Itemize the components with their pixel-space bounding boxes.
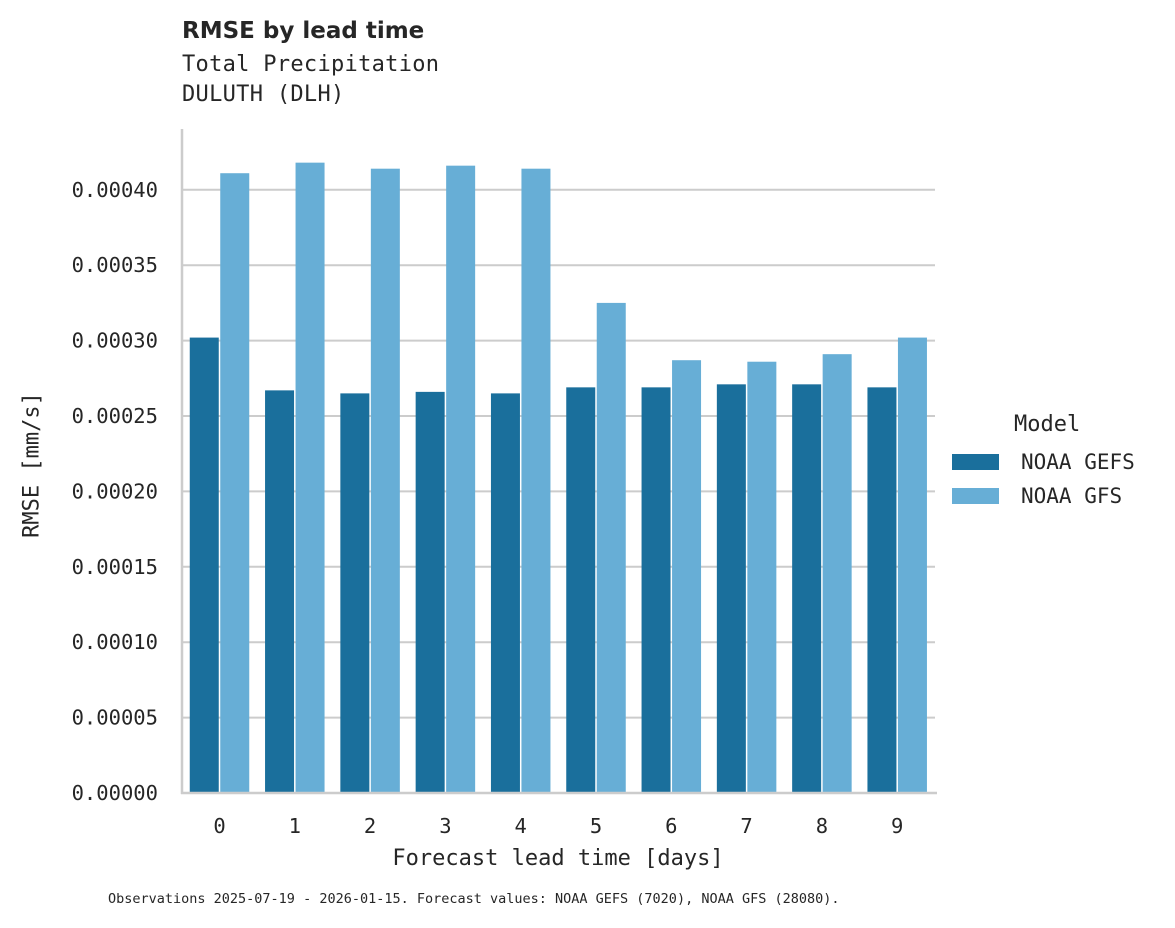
bar-noaa-gefs-7 [716, 384, 746, 793]
bar-noaa-gfs-0 [220, 173, 250, 793]
x-tick-label: 3 [439, 814, 451, 838]
bar-noaa-gefs-3 [415, 391, 445, 793]
x-tick-label: 8 [816, 814, 828, 838]
legend-item-gefs: NOAA GEFS [952, 445, 1135, 479]
legend-swatch-gfs [952, 488, 999, 504]
chart-title: RMSE by lead time [182, 18, 425, 44]
bar-noaa-gfs-6 [672, 360, 702, 793]
bar-noaa-gfs-2 [370, 168, 400, 794]
y-axis-label: RMSE [mm/s] [19, 392, 45, 538]
x-tick-label: 6 [665, 814, 677, 838]
chart-subtitle-station: DULUTH (DLH) [182, 82, 345, 107]
y-tick-label: 0.00005 [72, 706, 158, 730]
x-tick-label: 9 [891, 814, 903, 838]
footer-note: Observations 2025-07-19 - 2026-01-15. Fo… [108, 891, 840, 907]
y-tick-label: 0.00020 [72, 479, 158, 503]
x-axis-ticks: 0 1 2 3 4 5 6 7 8 9 [213, 814, 903, 838]
bar-noaa-gfs-1 [295, 162, 325, 793]
legend-label: NOAA GEFS [1021, 450, 1135, 474]
x-axis-label: Forecast lead time [days] [392, 846, 724, 871]
x-tick-label: 1 [289, 814, 301, 838]
bar-noaa-gefs-2 [340, 393, 370, 793]
y-tick-label: 0.00030 [72, 329, 158, 353]
gridlines [182, 188, 935, 719]
bar-noaa-gefs-8 [792, 384, 822, 793]
bar-noaa-gfs-5 [596, 302, 626, 793]
x-tick-label: 4 [515, 814, 527, 838]
x-tick-label: 2 [364, 814, 376, 838]
y-tick-label: 0.00025 [72, 404, 158, 428]
legend-swatch-gefs [952, 454, 999, 470]
bar-noaa-gefs-0 [189, 337, 219, 793]
bar-noaa-gefs-5 [566, 387, 596, 793]
bar-noaa-gefs-4 [490, 393, 520, 793]
y-tick-label: 0.00010 [72, 630, 158, 654]
y-tick-label: 0.00040 [72, 178, 158, 202]
bar-noaa-gfs-9 [897, 337, 927, 793]
y-axis-ticks: 0.00000 0.00005 0.00010 0.00015 0.00020 0.000… [72, 178, 158, 805]
bar-noaa-gfs-8 [822, 354, 852, 793]
bar-noaa-gefs-9 [867, 387, 897, 793]
legend-label: NOAA GFS [1021, 484, 1123, 508]
x-tick-label: 0 [213, 814, 225, 838]
y-tick-label: 0.00015 [72, 555, 158, 579]
y-tick-label: 0.00035 [72, 253, 158, 277]
bar-noaa-gefs-6 [641, 387, 671, 793]
legend: Model NOAA GEFS NOAA GFS [952, 412, 1135, 513]
bar-noaa-gfs-7 [747, 361, 777, 793]
y-tick-label: 0.00000 [72, 781, 158, 805]
bar-noaa-gfs-4 [521, 168, 551, 794]
bars [189, 162, 927, 794]
x-tick-label: 7 [740, 814, 752, 838]
legend-title: Model [1014, 412, 1081, 437]
bar-noaa-gefs-1 [265, 390, 295, 793]
x-tick-label: 5 [590, 814, 602, 838]
legend-item-gfs: NOAA GFS [952, 479, 1135, 513]
bar-noaa-gfs-3 [446, 165, 476, 793]
chart-subtitle-variable: Total Precipitation [182, 52, 440, 77]
